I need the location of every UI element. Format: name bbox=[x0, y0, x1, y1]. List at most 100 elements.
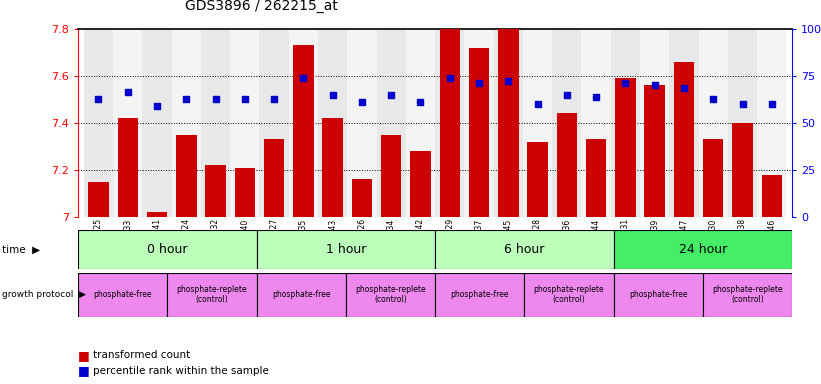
Text: phosphate-free: phosphate-free bbox=[94, 290, 152, 299]
Bar bbox=[762, 175, 782, 217]
Bar bbox=[205, 165, 226, 217]
Bar bbox=[142, 29, 172, 217]
Bar bbox=[406, 29, 435, 217]
Bar bbox=[377, 29, 406, 217]
Bar bbox=[523, 29, 553, 217]
Bar bbox=[147, 212, 167, 217]
Bar bbox=[611, 29, 640, 217]
Bar bbox=[264, 139, 284, 217]
Text: 0 hour: 0 hour bbox=[147, 243, 187, 256]
Point bbox=[414, 99, 427, 105]
Text: phosphate-free: phosphate-free bbox=[451, 290, 509, 299]
Bar bbox=[615, 78, 635, 217]
Point bbox=[238, 96, 251, 103]
Bar bbox=[435, 273, 525, 317]
Bar bbox=[493, 29, 523, 217]
Point bbox=[502, 78, 515, 84]
Bar bbox=[469, 48, 489, 217]
Text: time  ▶: time ▶ bbox=[2, 245, 40, 255]
Bar bbox=[346, 273, 435, 317]
Text: phosphate-replete
(control): phosphate-replete (control) bbox=[177, 285, 247, 305]
Bar bbox=[381, 135, 401, 217]
Point bbox=[385, 92, 398, 98]
Point bbox=[736, 101, 749, 107]
Text: percentile rank within the sample: percentile rank within the sample bbox=[93, 366, 268, 376]
Point bbox=[589, 94, 603, 100]
Text: transformed count: transformed count bbox=[93, 350, 190, 360]
Text: phosphate-free: phosphate-free bbox=[629, 290, 688, 299]
Text: ■: ■ bbox=[78, 364, 89, 377]
Bar bbox=[259, 29, 289, 217]
Bar bbox=[78, 230, 257, 269]
Point bbox=[765, 101, 778, 107]
Bar bbox=[703, 139, 723, 217]
Bar bbox=[553, 29, 581, 217]
Point bbox=[531, 101, 544, 107]
Bar bbox=[88, 182, 108, 217]
Bar bbox=[257, 273, 346, 317]
Bar bbox=[439, 29, 460, 217]
Bar bbox=[113, 29, 142, 217]
Text: GDS3896 / 262215_at: GDS3896 / 262215_at bbox=[185, 0, 337, 13]
Bar bbox=[527, 142, 548, 217]
Bar bbox=[525, 273, 614, 317]
Bar bbox=[586, 139, 607, 217]
Bar bbox=[201, 29, 230, 217]
Bar bbox=[699, 29, 728, 217]
Text: phosphate-replete
(control): phosphate-replete (control) bbox=[713, 285, 783, 305]
Bar bbox=[230, 29, 259, 217]
Bar bbox=[78, 273, 167, 317]
Point bbox=[268, 96, 281, 103]
Point bbox=[355, 99, 369, 105]
Bar bbox=[172, 29, 201, 217]
Point bbox=[297, 75, 310, 81]
Bar bbox=[465, 29, 493, 217]
Bar bbox=[674, 62, 695, 217]
Point bbox=[326, 92, 339, 98]
Bar bbox=[410, 151, 431, 217]
Bar bbox=[435, 29, 465, 217]
Point bbox=[619, 80, 632, 86]
Bar bbox=[703, 273, 792, 317]
Point bbox=[122, 89, 135, 95]
Bar bbox=[732, 123, 753, 217]
Bar bbox=[176, 135, 196, 217]
Bar bbox=[351, 179, 372, 217]
Bar bbox=[757, 29, 787, 217]
Bar bbox=[581, 29, 611, 217]
Bar bbox=[318, 29, 347, 217]
Bar bbox=[640, 29, 669, 217]
Bar bbox=[117, 118, 138, 217]
Text: phosphate-replete
(control): phosphate-replete (control) bbox=[534, 285, 604, 305]
Point bbox=[472, 80, 485, 86]
Bar bbox=[728, 29, 757, 217]
Bar bbox=[289, 29, 318, 217]
Text: growth protocol  ▶: growth protocol ▶ bbox=[2, 290, 86, 299]
Point bbox=[209, 96, 222, 103]
Text: phosphate-free: phosphate-free bbox=[272, 290, 331, 299]
Text: 24 hour: 24 hour bbox=[679, 243, 727, 256]
Bar bbox=[557, 113, 577, 217]
Bar bbox=[644, 85, 665, 217]
Bar bbox=[323, 118, 343, 217]
Bar bbox=[669, 29, 699, 217]
Bar bbox=[257, 230, 435, 269]
Point bbox=[92, 96, 105, 103]
Bar bbox=[235, 167, 255, 217]
Point bbox=[443, 75, 456, 81]
Bar bbox=[167, 273, 257, 317]
Bar bbox=[435, 230, 614, 269]
Point bbox=[648, 82, 661, 88]
Point bbox=[560, 92, 573, 98]
Point bbox=[180, 96, 193, 103]
Text: 1 hour: 1 hour bbox=[326, 243, 366, 256]
Text: 6 hour: 6 hour bbox=[504, 243, 544, 256]
Bar bbox=[614, 273, 703, 317]
Bar bbox=[347, 29, 377, 217]
Point bbox=[677, 84, 690, 91]
Point bbox=[707, 96, 720, 103]
Bar bbox=[84, 29, 113, 217]
Bar bbox=[293, 45, 314, 217]
Text: ■: ■ bbox=[78, 349, 89, 362]
Text: phosphate-replete
(control): phosphate-replete (control) bbox=[355, 285, 426, 305]
